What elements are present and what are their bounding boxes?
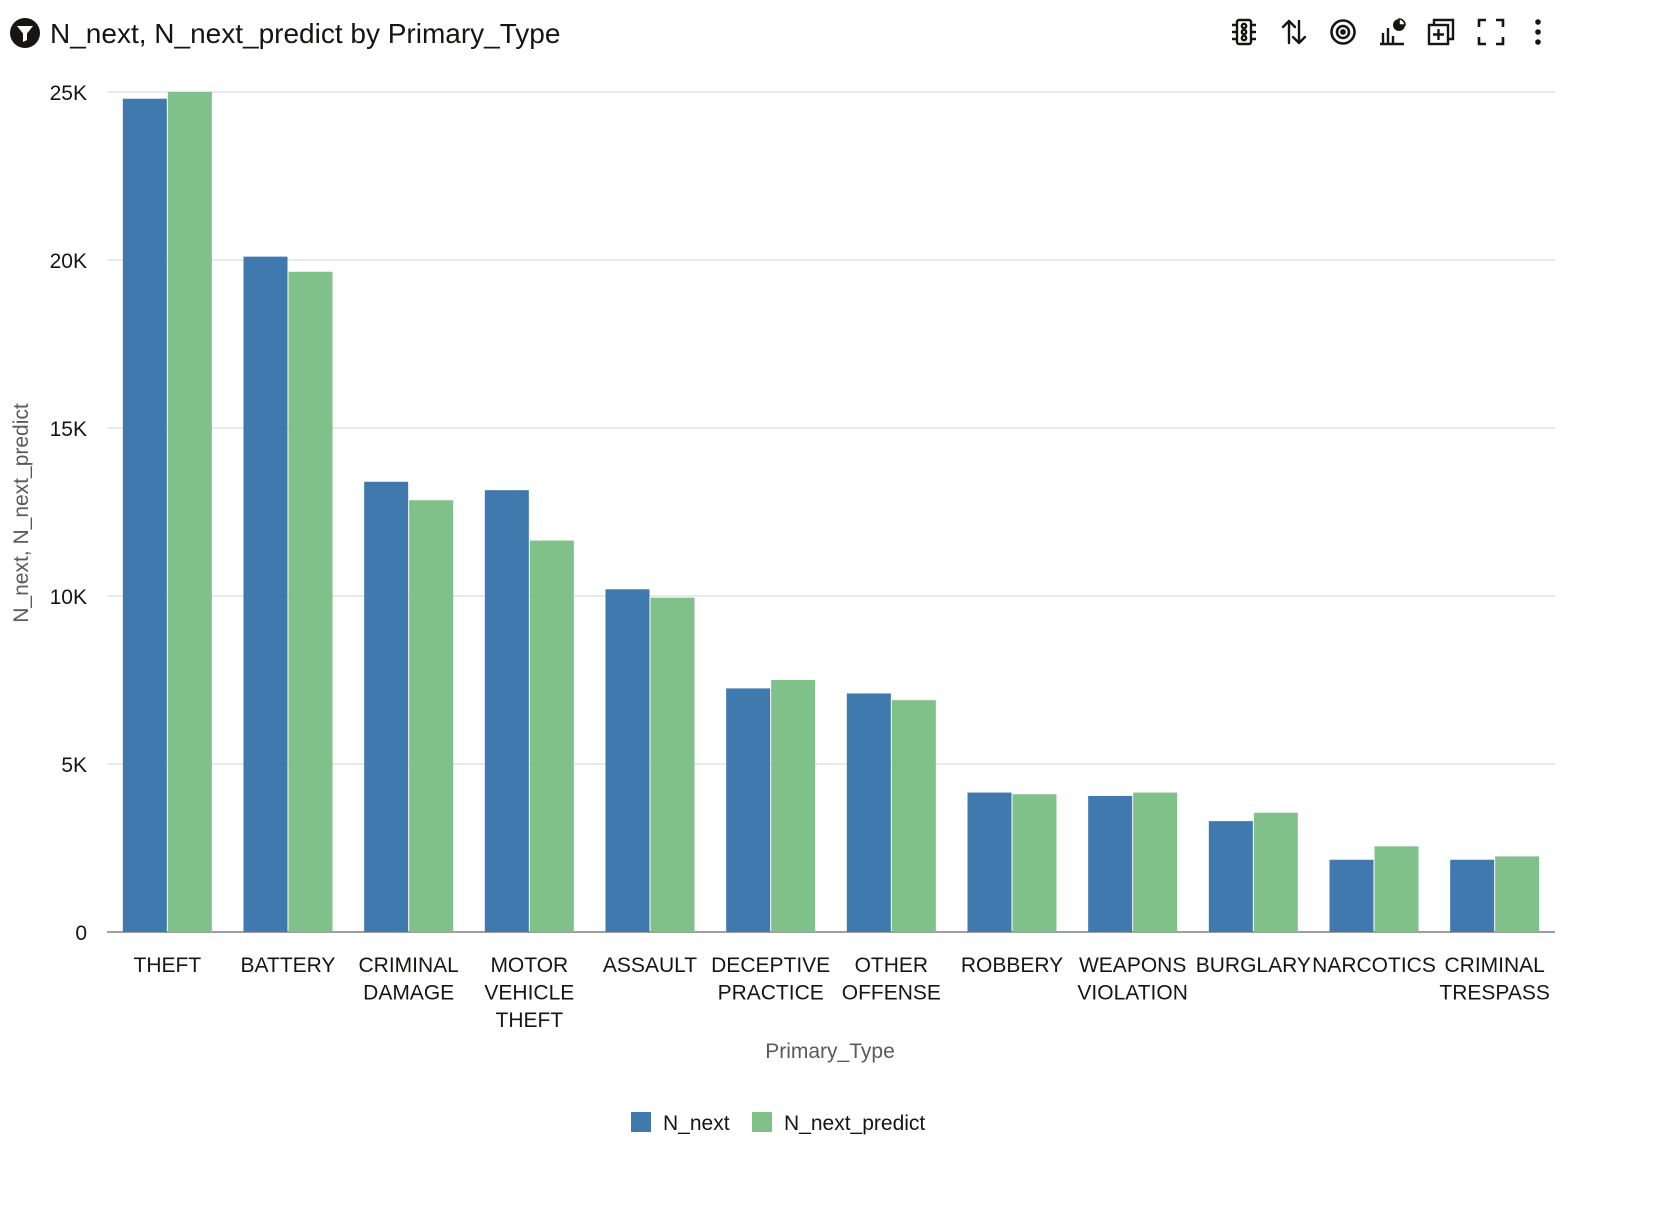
x-tick-label: BURGLARY [1196, 954, 1311, 977]
bar-n-next-predict[interactable] [529, 540, 574, 932]
y-tick-label: 5K [61, 754, 87, 777]
x-tick-label: ROBBERY [961, 954, 1063, 977]
bar-n-next-predict[interactable] [1133, 792, 1178, 932]
legend: N_next N_next_predict [631, 1112, 925, 1135]
x-tick-label: DECEPTIVE PRACTICE [711, 954, 830, 1005]
x-tick-label: ASSAULT [603, 954, 697, 977]
gridlines [107, 91, 1555, 933]
bar-n-next[interactable] [484, 490, 529, 932]
x-tick-label-line: THEFT [134, 954, 202, 977]
x-tick-label-line: CRIMINAL [1444, 954, 1544, 977]
y-tick-label: 20K [50, 250, 87, 273]
x-tick-label: WEAPONS VIOLATION [1077, 954, 1187, 1005]
bar-n-next-predict[interactable] [771, 680, 816, 932]
bar-n-next[interactable] [605, 589, 650, 932]
x-tick-label: CRIMINAL TRESPASS [1439, 954, 1549, 1005]
x-tick-label: NARCOTICS [1312, 954, 1436, 977]
bar-n-next[interactable] [726, 688, 771, 932]
bar-n-next-predict[interactable] [1012, 794, 1057, 932]
x-tick-label: CRIMINAL DAMAGE [358, 954, 458, 1005]
add-to-canvas-icon[interactable] [1424, 15, 1458, 49]
x-axis: THEFT BATTERY CRIMINAL DAMAGE MOTOR VEHICLE TH… [134, 954, 1550, 1032]
y-tick-label: 0 [75, 922, 87, 945]
legend-item-n-next[interactable]: N_next [631, 1112, 730, 1135]
traffic-light-icon[interactable] [1227, 15, 1261, 49]
y-tick-label: 15K [50, 418, 87, 441]
bar-n-next[interactable] [1450, 859, 1495, 932]
legend-swatch [631, 1112, 651, 1132]
bar-n-next[interactable] [1329, 859, 1374, 932]
x-tick-label: BATTERY [241, 954, 336, 977]
y-tick-label: 10K [50, 586, 87, 609]
y-axis: 0 5K 10K 15K 20K 25K [50, 82, 87, 945]
chart-type-icon[interactable] [1375, 15, 1409, 49]
filter-icon[interactable] [9, 17, 41, 49]
bar-n-next[interactable] [243, 256, 288, 932]
x-tick-label-line: DECEPTIVE [711, 954, 830, 977]
x-tick-label-line: ROBBERY [961, 954, 1063, 977]
bar-n-next[interactable] [364, 481, 409, 932]
x-tick-label-line: PRACTICE [718, 982, 824, 1005]
x-tick-label-line: ASSAULT [603, 954, 697, 977]
bar-n-next-predict[interactable] [167, 92, 212, 932]
y-tick-label: 25K [50, 82, 87, 105]
x-tick-label-line: BURGLARY [1196, 954, 1311, 977]
x-tick-label-line: VIOLATION [1077, 982, 1187, 1005]
x-tick-label-line: OFFENSE [842, 982, 941, 1005]
bar-n-next-predict[interactable] [650, 597, 695, 932]
bar-n-next-predict[interactable] [1374, 846, 1419, 932]
bar-n-next[interactable] [1088, 795, 1133, 932]
chart-title: N_next, N_next_predict by Primary_Type [50, 18, 561, 49]
fullscreen-icon[interactable] [1474, 15, 1508, 49]
x-tick-label-line: TRESPASS [1439, 982, 1549, 1005]
bars [122, 92, 1540, 933]
bar-n-next-predict[interactable] [891, 700, 936, 932]
legend-label: N_next_predict [784, 1112, 925, 1135]
legend-label: N_next [663, 1112, 730, 1135]
sort-icon[interactable] [1277, 15, 1311, 49]
chart-canvas: 0 5K 10K 15K 20K 25K THEFT BATTERY CRIMINAL DAMA… [10, 82, 1555, 1135]
x-tick-label-line: DAMAGE [363, 982, 454, 1005]
legend-item-n-next-predict[interactable]: N_next_predict [752, 1112, 925, 1135]
x-tick-label-line: VEHICLE [484, 982, 574, 1005]
x-tick-label-line: THEFT [496, 1009, 564, 1032]
x-tick-label-line: OTHER [855, 954, 929, 977]
bar-n-next[interactable] [846, 693, 891, 932]
x-tick-label: OTHER OFFENSE [842, 954, 941, 1005]
bar-n-next-predict[interactable] [409, 500, 454, 932]
bar-n-next[interactable] [967, 792, 1012, 932]
x-tick-label-line: NARCOTICS [1312, 954, 1436, 977]
x-tick-label-line: BATTERY [241, 954, 336, 977]
bar-n-next-predict[interactable] [1253, 812, 1298, 932]
x-tick-label: MOTOR VEHICLE THEFT [484, 954, 574, 1032]
more-options-icon[interactable] [1521, 15, 1555, 49]
x-axis-title: Primary_Type [765, 1040, 895, 1063]
x-tick-label-line: WEAPONS [1079, 954, 1186, 977]
chart-header: N_next, N_next_predict by Primary_Type [0, 0, 1658, 70]
y-axis-title: N_next, N_next_predict [10, 403, 33, 623]
bar-n-next-predict[interactable] [1495, 856, 1540, 932]
x-tick-label: THEFT [134, 954, 202, 977]
target-icon[interactable] [1326, 15, 1360, 49]
bar-n-next[interactable] [122, 98, 167, 933]
x-tick-label-line: MOTOR [490, 954, 568, 977]
bar-n-next[interactable] [1208, 821, 1253, 932]
bar-n-next-predict[interactable] [288, 271, 333, 932]
x-tick-label-line: CRIMINAL [358, 954, 458, 977]
bar-chart: 0 5K 10K 15K 20K 25K THEFT BATTERY CRIMINAL DAMA… [0, 70, 1658, 1220]
legend-swatch [752, 1112, 772, 1132]
